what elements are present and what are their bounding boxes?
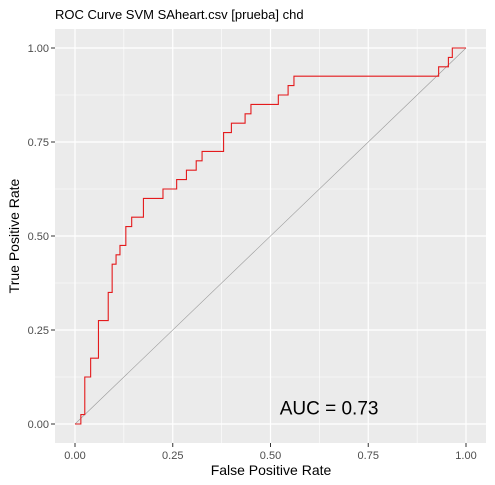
y-axis-ticks: 0.00 0.25 0.50 0.75 1.00 (28, 43, 55, 431)
x-axis-ticks: 0.00 0.25 0.50 0.75 1.00 (64, 443, 477, 462)
x-tick-label: 0.00 (64, 450, 85, 462)
y-tick-label: 1.00 (28, 43, 49, 55)
x-tick-label: 0.50 (260, 450, 281, 462)
x-tick-label: 1.00 (455, 450, 476, 462)
y-tick-label: 0.50 (28, 231, 49, 243)
y-tick-label: 0.25 (28, 325, 49, 337)
chart-title: ROC Curve SVM SAheart.csv [prueba] chd (55, 7, 304, 22)
roc-curve (75, 47, 466, 425)
diagonal-reference-line (74, 47, 467, 425)
x-tick-label: 0.75 (358, 450, 379, 462)
y-axis-label: True Positive Rate (6, 178, 22, 293)
x-tick-label: 0.25 (162, 450, 183, 462)
y-tick-label: 0.75 (28, 137, 49, 149)
auc-annotation: AUC = 0.73 (280, 399, 379, 420)
y-tick-label: 0.00 (28, 419, 49, 431)
x-axis-label: False Positive Rate (211, 462, 332, 478)
